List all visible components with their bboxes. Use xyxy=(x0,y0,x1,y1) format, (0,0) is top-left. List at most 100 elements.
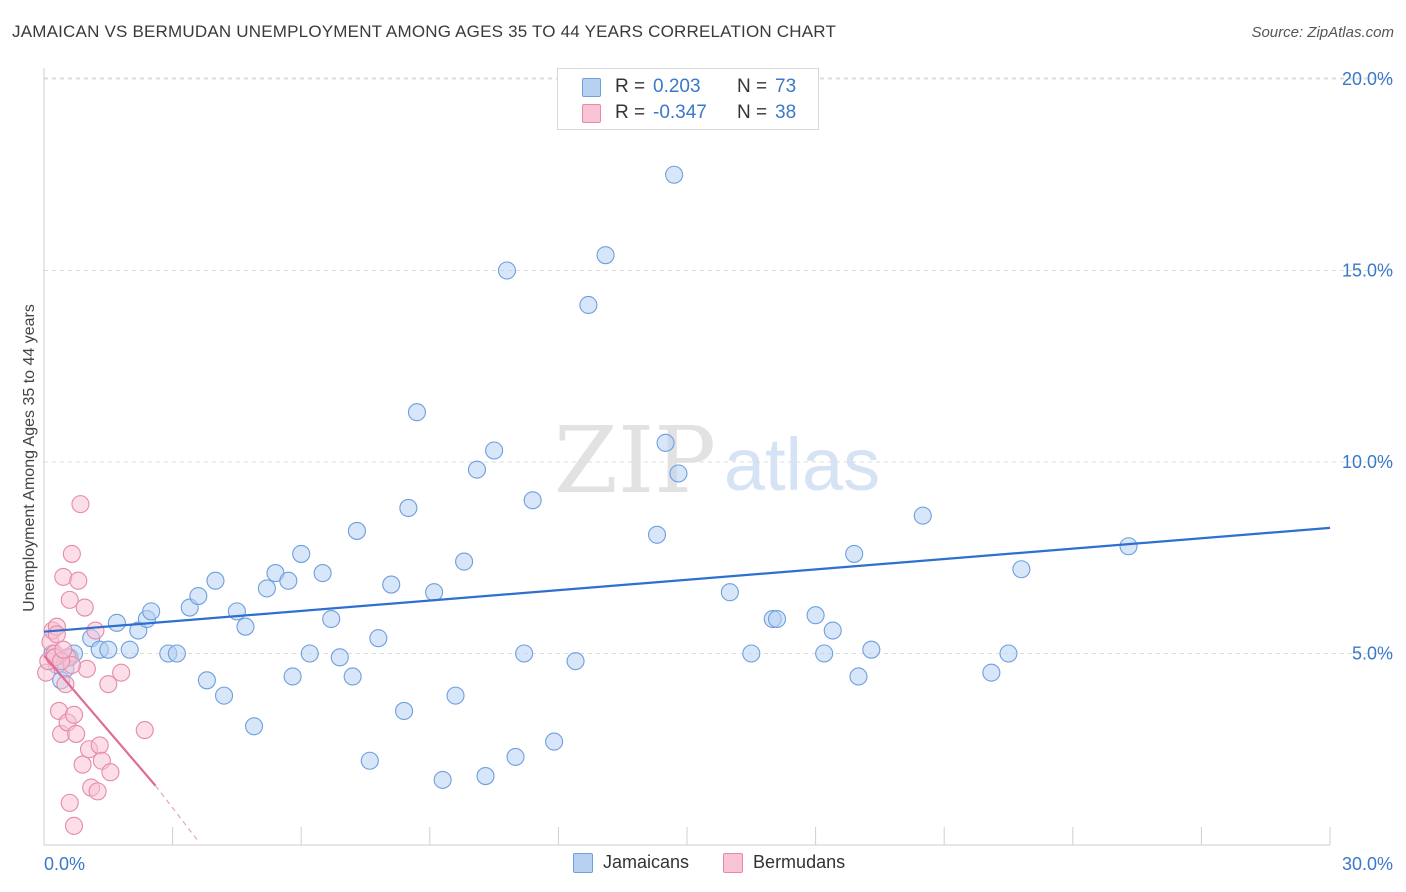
bermudans-point xyxy=(54,567,73,586)
jamaicans-point xyxy=(579,295,598,315)
jamaicans-point xyxy=(845,544,864,563)
legend-item-jamaicans: Jamaicans xyxy=(573,852,689,873)
jamaicans-point xyxy=(99,640,118,659)
jamaicans-swatch xyxy=(582,77,601,97)
r-value: 0.203 xyxy=(653,76,701,97)
jamaicans-point xyxy=(407,403,426,422)
jamaicans-point xyxy=(399,498,418,518)
y-axis-label: Unemployment Among Ages 35 to 44 years xyxy=(21,304,38,612)
jamaicans-point xyxy=(566,652,585,671)
n-value: 73 xyxy=(775,76,797,97)
jamaicans-point xyxy=(360,751,379,770)
jamaicans-point xyxy=(913,506,932,525)
y-tick-label: 20.0% xyxy=(1342,69,1393,89)
jamaicans-point xyxy=(656,433,675,452)
jamaicans-point xyxy=(347,521,366,540)
jamaicans-point xyxy=(720,583,739,602)
jamaicans-point xyxy=(862,640,881,659)
bermudans-point xyxy=(56,675,75,694)
jamaicans-point xyxy=(742,644,761,663)
jamaicans-point xyxy=(433,770,452,789)
jamaicans-point xyxy=(467,460,487,479)
bermudans-point xyxy=(62,544,81,563)
jamaicans-point xyxy=(395,701,414,721)
jamaicans-point xyxy=(669,464,688,483)
bermudans-swatch xyxy=(723,852,744,873)
y-tick-label: 15.0% xyxy=(1342,261,1393,281)
jamaicans-point xyxy=(1119,537,1138,556)
x-tick-label: 0.0% xyxy=(44,854,85,874)
jamaicans-point xyxy=(382,575,401,594)
n-value: 38 xyxy=(775,102,797,123)
bermudans-point xyxy=(54,640,73,659)
series-legend: Jamaicans Bermudans xyxy=(573,852,879,873)
bermudans-point xyxy=(135,721,154,740)
jamaicans-point xyxy=(206,571,225,590)
jamaicans-point xyxy=(455,552,474,571)
jamaicans-point xyxy=(283,667,302,686)
jamaicans-point xyxy=(1012,560,1031,579)
jamaicans-point xyxy=(369,629,388,648)
y-tick-label: 10.0% xyxy=(1342,452,1393,472)
jamaicans-point xyxy=(197,671,216,690)
jamaicans-swatch xyxy=(573,852,593,873)
jamaicans-point xyxy=(476,767,495,786)
bermudans-point xyxy=(71,495,90,514)
jamaicans-point xyxy=(596,246,615,265)
jamaicans-point xyxy=(446,686,465,705)
bermudans-point xyxy=(47,625,66,644)
bermudans-point xyxy=(86,621,105,640)
jamaicans-point xyxy=(823,621,842,640)
bermudans-point xyxy=(64,705,84,724)
bermudans-point xyxy=(90,736,109,755)
legend-row-jamaicans: R = 0.203 N = 73 xyxy=(582,75,796,99)
jamaicans-point xyxy=(545,732,564,751)
watermark-zip: ZIP xyxy=(554,407,716,514)
jamaicans-point xyxy=(292,544,311,563)
bermudans-point xyxy=(64,816,84,835)
jamaicans-point xyxy=(120,640,139,659)
bermudans-point xyxy=(69,571,88,590)
jamaicans-point xyxy=(107,613,126,632)
r-label: R = xyxy=(615,102,646,123)
bermudans-point xyxy=(77,659,96,678)
source-credit: Source: ZipAtlas.com xyxy=(1251,24,1394,41)
bermudans-point xyxy=(60,590,79,609)
jamaicans-point xyxy=(523,491,542,510)
jamaicans-point xyxy=(999,644,1018,663)
jamaicans-point xyxy=(485,441,504,460)
legend-label: Bermudans xyxy=(753,852,846,872)
jamaicans-point xyxy=(322,609,341,629)
x-tick-label: 30.0% xyxy=(1342,854,1393,874)
bermudans-swatch xyxy=(582,103,601,123)
jamaicans-point xyxy=(279,571,298,590)
y-tick-label: 5.0% xyxy=(1352,644,1393,664)
n-label: N = xyxy=(737,76,768,97)
jamaicans-point xyxy=(313,564,332,583)
chart-title: JAMAICAN VS BERMUDAN UNEMPLOYMENT AMONG … xyxy=(12,22,837,41)
jamaicans-point xyxy=(665,165,684,184)
jamaicans-point xyxy=(343,667,362,686)
bermudans-point xyxy=(88,782,107,801)
jamaicans-trend-line xyxy=(43,526,1331,633)
bermudans-point xyxy=(60,793,79,812)
bermudans-trend-line xyxy=(43,654,157,787)
bermudans-point xyxy=(101,763,120,782)
jamaicans-point xyxy=(214,686,234,705)
jamaicans-point xyxy=(849,667,868,686)
r-label: R = xyxy=(615,76,646,97)
correlation-legend: R = 0.203 N = 73 R = -0.347 N = 38 xyxy=(557,68,819,130)
legend-item-bermudans: Bermudans xyxy=(723,852,845,873)
bermudans-point xyxy=(99,675,118,694)
jamaicans-point xyxy=(189,586,208,606)
jamaicans-point xyxy=(236,617,255,636)
bermudans-point xyxy=(73,755,92,774)
legend-label: Jamaicans xyxy=(603,852,690,872)
jamaicans-point xyxy=(647,525,667,544)
jamaicans-point xyxy=(497,261,517,280)
bermudans-point xyxy=(75,598,94,617)
legend-row-bermudans: R = -0.347 N = 38 xyxy=(582,101,796,125)
watermark-atlas: atlas xyxy=(724,423,880,506)
jamaicans-point xyxy=(515,644,534,663)
